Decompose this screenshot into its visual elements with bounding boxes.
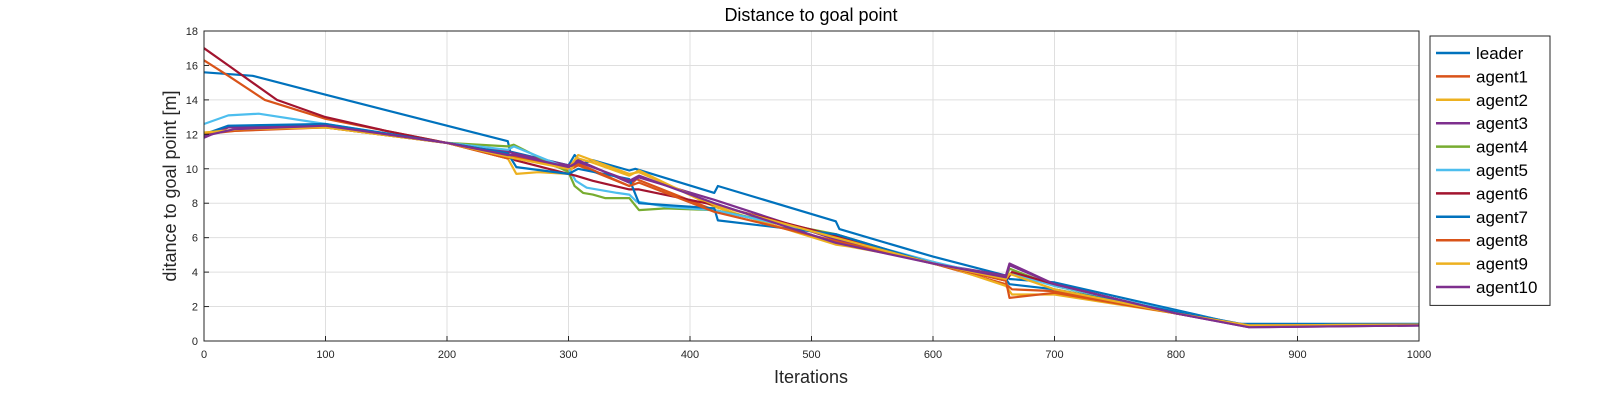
x-tick-label: 600 bbox=[924, 349, 942, 361]
y-tick-label: 2 bbox=[192, 302, 198, 314]
x-tick-label: 0 bbox=[201, 349, 207, 361]
y-tick-label: 4 bbox=[192, 267, 198, 279]
x-tick-label: 100 bbox=[316, 349, 334, 361]
y-tick-label: 10 bbox=[186, 164, 198, 176]
series-lines bbox=[203, 47, 1420, 329]
series-line-leader bbox=[203, 71, 1419, 325]
legend-label-agent3: agent3 bbox=[1476, 114, 1528, 133]
legend-label-agent10: agent10 bbox=[1476, 278, 1537, 297]
y-tick-label: 0 bbox=[192, 336, 198, 348]
chart-title: Distance to goal point bbox=[724, 5, 897, 25]
x-tick-label: 700 bbox=[1045, 349, 1063, 361]
legend-label-agent4: agent4 bbox=[1476, 138, 1528, 157]
legend-label-leader: leader bbox=[1476, 44, 1524, 63]
axis-ticks: 0 100 200 300 400 500 600 700 800 900 1000 0 2 4 6 8 10 1… bbox=[186, 26, 1431, 361]
legend-label-agent6: agent6 bbox=[1476, 184, 1528, 203]
y-tick-label: 18 bbox=[186, 26, 198, 38]
y-tick-label: 14 bbox=[186, 95, 198, 107]
x-tick-label: 500 bbox=[802, 349, 820, 361]
x-tick-label: 200 bbox=[438, 349, 456, 361]
legend-label-agent2: agent2 bbox=[1476, 91, 1528, 110]
y-tick-label: 6 bbox=[192, 233, 198, 245]
x-tick-label: 900 bbox=[1288, 349, 1306, 361]
y-tick-label: 8 bbox=[192, 198, 198, 210]
legend: leader agent1 agent2 agent3 agent4 agent5 agen… bbox=[1429, 35, 1551, 306]
series-line-agent10 bbox=[203, 124, 1420, 329]
x-tick-label: 400 bbox=[681, 349, 699, 361]
x-tick-label: 800 bbox=[1167, 349, 1185, 361]
series-line-agent4 bbox=[203, 126, 1420, 327]
y-axis-label: ditance to goal point [m] bbox=[160, 90, 180, 281]
legend-label-agent5: agent5 bbox=[1476, 161, 1528, 180]
x-axis-label: Iterations bbox=[774, 367, 848, 387]
legend-label-agent8: agent8 bbox=[1476, 231, 1528, 250]
x-tick-label: 1000 bbox=[1407, 349, 1431, 361]
x-tick-label: 300 bbox=[559, 349, 577, 361]
series-line-agent6 bbox=[203, 47, 1420, 328]
legend-label-agent7: agent7 bbox=[1476, 208, 1528, 227]
legend-label-agent9: agent9 bbox=[1476, 255, 1528, 274]
y-tick-label: 12 bbox=[186, 129, 198, 141]
y-tick-label: 16 bbox=[186, 60, 198, 72]
legend-label-agent1: agent1 bbox=[1476, 67, 1528, 86]
